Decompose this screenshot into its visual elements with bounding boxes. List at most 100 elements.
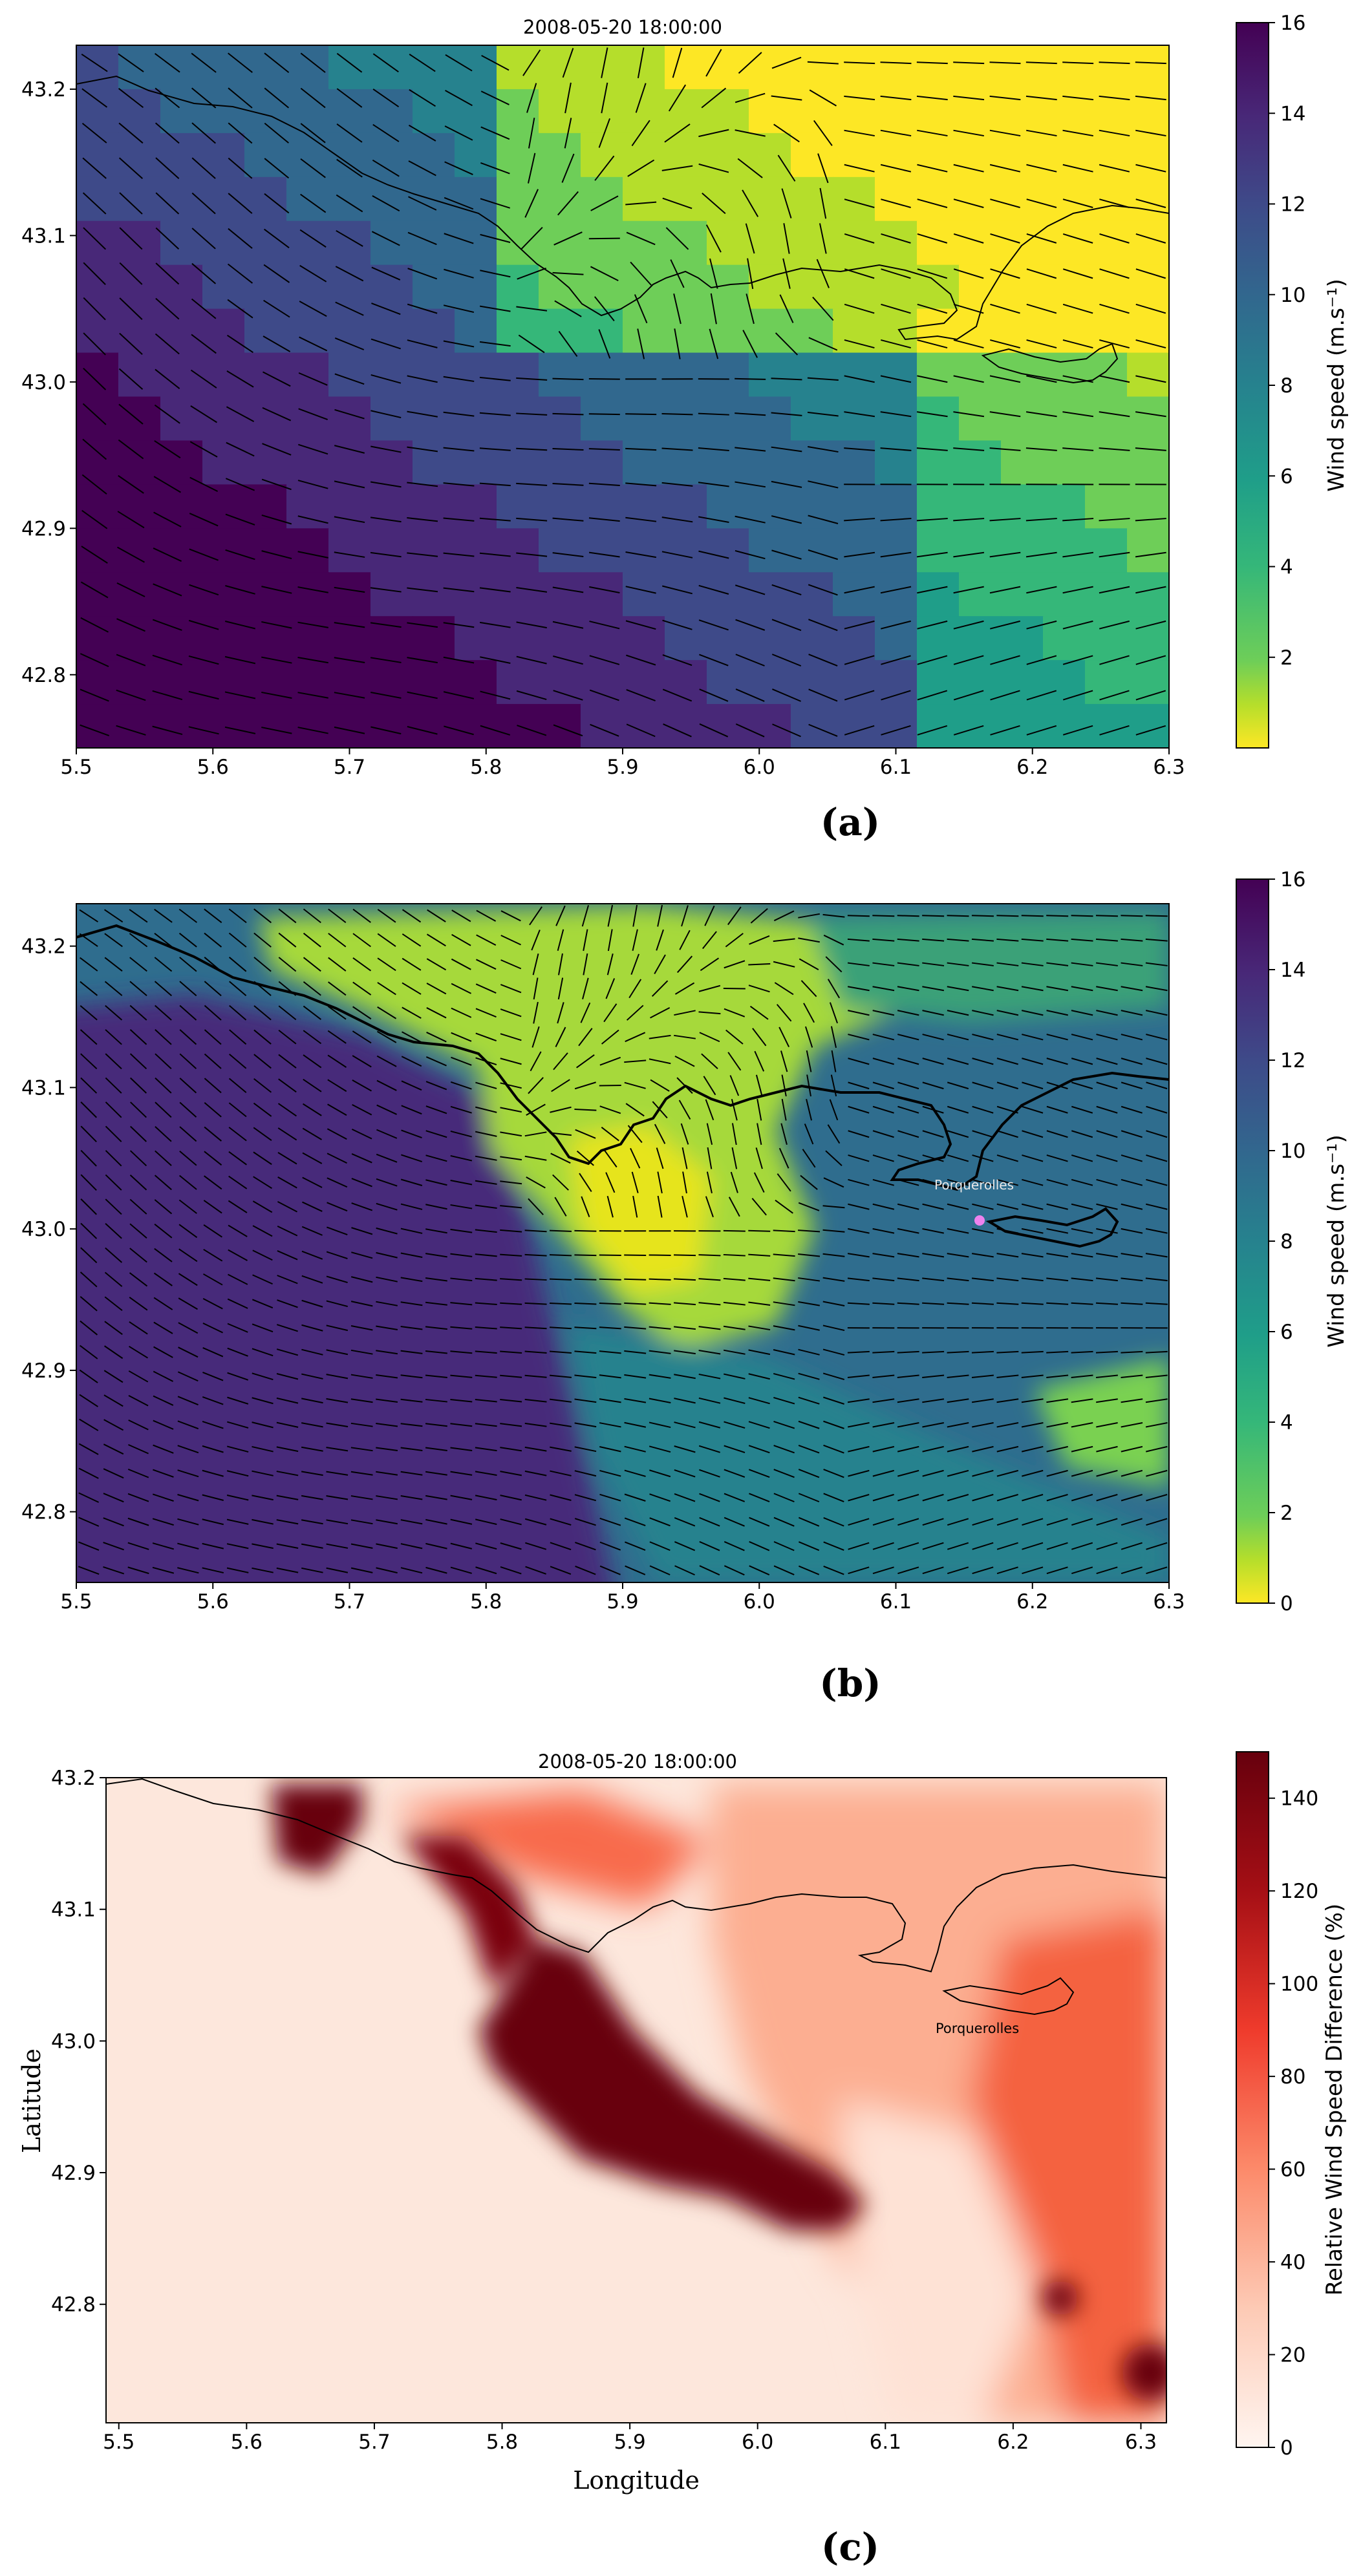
- wind-vector: [475, 1155, 497, 1161]
- wind-vector: [532, 953, 539, 975]
- wind-vector: [881, 655, 911, 665]
- wind-vector: [1146, 1518, 1168, 1526]
- wind-vector: [276, 1543, 299, 1549]
- grid-cell: [1001, 660, 1044, 705]
- wind-vector: [264, 158, 290, 179]
- wind-vector: [178, 1273, 198, 1286]
- grid-cell: [286, 396, 329, 442]
- wind-vector: [549, 1374, 572, 1378]
- wind-vector: [119, 297, 143, 320]
- wind-vector: [1071, 1058, 1093, 1065]
- wind-vector: [516, 306, 548, 312]
- wind-vector: [524, 1131, 547, 1137]
- wind-vector: [1021, 938, 1044, 942]
- wind-vector: [297, 480, 328, 489]
- wind-vector: [444, 197, 474, 210]
- wind-vector: [922, 1469, 944, 1477]
- wind-vector: [953, 95, 985, 101]
- wind-vector: [202, 1542, 224, 1549]
- wind-vector: [526, 1176, 546, 1189]
- y-tick-label-c-4: 43.2: [51, 1767, 96, 1790]
- wind-vector: [749, 1493, 770, 1502]
- wind-vector: [1135, 447, 1166, 451]
- grid-cell: [833, 528, 875, 573]
- grid-cell: [791, 176, 833, 222]
- wind-vector: [996, 1277, 1019, 1282]
- grid-cell: [623, 572, 665, 617]
- grid-cell: [917, 440, 960, 485]
- wind-vector: [327, 1005, 347, 1020]
- wind-vector: [129, 909, 148, 923]
- wind-vector: [632, 1195, 638, 1218]
- grid-cell: [413, 484, 455, 529]
- wind-vector: [996, 1518, 1018, 1526]
- wind-vector: [1121, 1398, 1143, 1403]
- wind-vector: [665, 227, 689, 250]
- wind-vector: [129, 981, 147, 996]
- wind-vector: [443, 411, 475, 417]
- panel-b-moderate-band: [569, 1325, 1169, 1582]
- grid-cell: [1127, 396, 1169, 442]
- wind-vector: [1121, 1302, 1143, 1305]
- wind-vector: [445, 54, 473, 72]
- wind-vector: [971, 915, 994, 917]
- x-tick-label-a-5: 6.0: [744, 756, 775, 779]
- wind-vector: [402, 1031, 422, 1043]
- wind-vector: [1062, 725, 1093, 736]
- wind-vector: [476, 934, 497, 946]
- grid-cell: [791, 352, 833, 398]
- wind-vector: [1121, 1518, 1143, 1526]
- wind-vector: [844, 198, 875, 208]
- grid-cell: [539, 572, 581, 617]
- wind-vector: [822, 1301, 845, 1306]
- wind-vector: [1026, 303, 1057, 314]
- wind-vector: [104, 1272, 123, 1287]
- wind-vector: [996, 1130, 1018, 1138]
- wind-vector: [252, 1470, 274, 1476]
- wind-vector: [303, 932, 321, 948]
- wind-vector: [881, 690, 911, 701]
- wind-vector: [402, 933, 422, 947]
- wind-vector: [748, 1325, 771, 1331]
- wind-vector: [662, 197, 692, 209]
- wind-vector: [777, 154, 796, 182]
- wind-vector: [80, 1005, 98, 1021]
- wind-vector: [574, 1446, 597, 1453]
- wind-vector: [479, 412, 511, 416]
- wind-vector: [798, 1202, 820, 1211]
- wind-vector: [352, 1006, 372, 1020]
- wind-vector: [848, 1058, 870, 1065]
- wind-vector: [524, 1350, 547, 1354]
- wind-vector: [953, 129, 984, 137]
- grid-cell: [581, 660, 623, 705]
- wind-vector: [698, 619, 729, 631]
- wind-vector: [990, 339, 1020, 348]
- grid-cell: [1043, 572, 1086, 617]
- wind-vector: [972, 1010, 994, 1016]
- wind-vector: [475, 1106, 497, 1113]
- wind-vector: [804, 1123, 814, 1145]
- wind-vector: [848, 1130, 870, 1138]
- panel-a-colorbar-label: Wind speed (m.s⁻¹): [1324, 279, 1349, 492]
- grid-cell: [497, 484, 539, 529]
- grid-cell: [455, 133, 497, 178]
- wind-vector: [953, 198, 984, 208]
- wind-vector: [425, 1518, 447, 1525]
- wind-vector: [989, 586, 1021, 594]
- wind-vector: [735, 723, 765, 738]
- colorbar-tick-label-b-3: 6: [1280, 1321, 1293, 1344]
- wind-vector: [480, 162, 510, 175]
- wind-vector: [443, 587, 475, 593]
- wind-vector: [155, 122, 180, 144]
- wind-vector: [872, 1058, 894, 1065]
- grid-cell: [707, 660, 749, 705]
- wind-vector: [179, 1053, 197, 1069]
- wind-vector: [848, 1010, 870, 1016]
- wind-vector: [662, 688, 692, 702]
- wind-vector: [105, 1247, 123, 1263]
- wind-vector: [500, 1374, 522, 1378]
- wind-vector: [370, 587, 402, 593]
- wind-vector: [191, 228, 216, 250]
- wind-vector: [757, 1123, 762, 1145]
- grid-cell: [160, 133, 203, 178]
